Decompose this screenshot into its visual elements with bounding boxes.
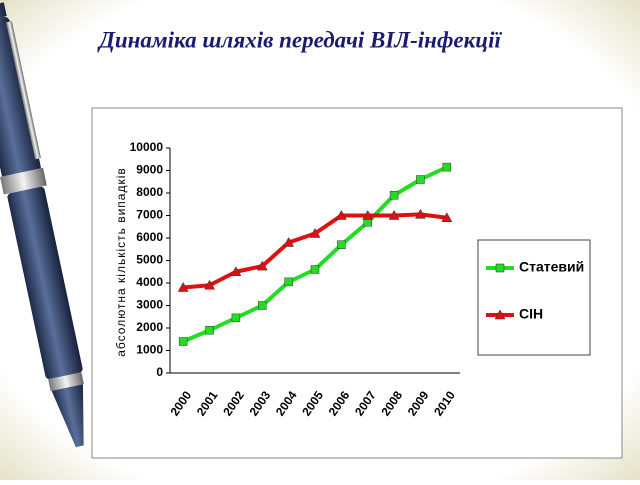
y-tick-label: 4000	[136, 275, 163, 289]
point	[441, 212, 453, 222]
y-tick-label: 2000	[136, 320, 163, 334]
y-axis-label: абсолютна кількість випадків	[114, 167, 128, 357]
point	[416, 175, 425, 184]
point	[204, 279, 215, 290]
legend-marker	[495, 263, 505, 273]
y-tick-label: 3000	[136, 298, 163, 312]
legend-label: СІН	[519, 306, 543, 322]
y-tick-label: 6000	[136, 230, 163, 244]
point	[231, 313, 241, 323]
y-tick-label: 5000	[136, 253, 163, 267]
point	[177, 281, 189, 292]
point	[256, 260, 268, 271]
point	[310, 265, 320, 274]
point	[415, 208, 426, 219]
y-tick-label: 10000	[130, 140, 164, 154]
point	[205, 326, 214, 335]
legend-label: Статевий	[519, 259, 584, 275]
point	[309, 227, 321, 238]
y-tick-label: 9000	[136, 163, 163, 177]
point	[362, 209, 374, 220]
point	[178, 337, 188, 346]
point	[284, 277, 293, 287]
y-tick-label: 7000	[136, 208, 163, 222]
y-tick-label: 8000	[136, 185, 163, 199]
y-tick-label: 0	[156, 365, 163, 379]
pen-illustration	[0, 2, 84, 448]
y-tick-label: 1000	[136, 343, 163, 357]
legend-marker	[494, 309, 506, 320]
point	[442, 162, 452, 172]
point	[258, 301, 267, 310]
point	[337, 240, 346, 249]
point	[230, 266, 242, 276]
slide-title: Динаміка шляхів передачі ВІЛ-інфекції	[97, 27, 502, 52]
point	[388, 209, 400, 220]
point	[283, 236, 295, 247]
legend-box	[477, 239, 591, 356]
point	[389, 191, 399, 200]
point	[335, 209, 347, 220]
